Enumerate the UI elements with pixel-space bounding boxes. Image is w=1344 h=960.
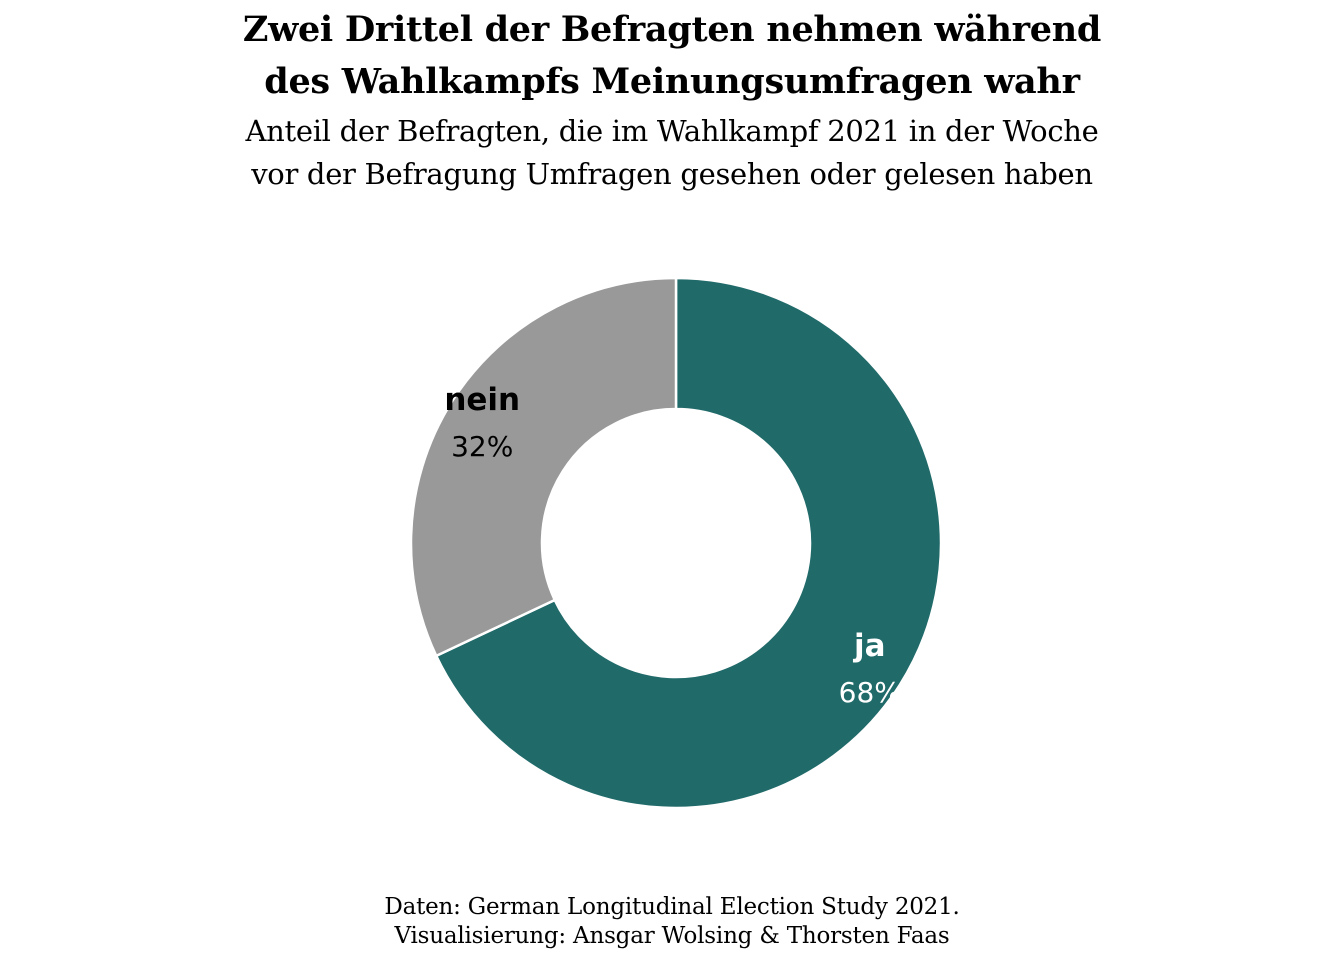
chart-title-line-2: des Wahlkampfs Meinungsumfragen wahr (264, 61, 1080, 102)
chart-title-line-1: Zwei Drittel der Befragten nehmen währen… (242, 9, 1102, 50)
donut-slice-nein (409, 276, 678, 658)
slice-label-nein: nein (444, 382, 520, 418)
slice-label-ja: ja (852, 628, 886, 664)
chart-title: Zwei Drittel der Befragten nehmen währen… (0, 4, 1344, 108)
donut-slice-ja (434, 276, 943, 810)
caption-visualization-credit: Visualisierung: Ansgar Wolsing & Thorste… (394, 923, 950, 949)
chart-caption: Daten: German Longitudinal Election Stud… (222, 893, 1122, 951)
slice-value-ja: 68% (839, 676, 901, 709)
chart-subtitle: Anteil der Befragten, die im Wahlkampf 2… (245, 114, 1099, 191)
caption-data-source: Daten: German Longitudinal Election Stud… (384, 894, 960, 920)
slice-value-nein: 32% (451, 430, 513, 463)
